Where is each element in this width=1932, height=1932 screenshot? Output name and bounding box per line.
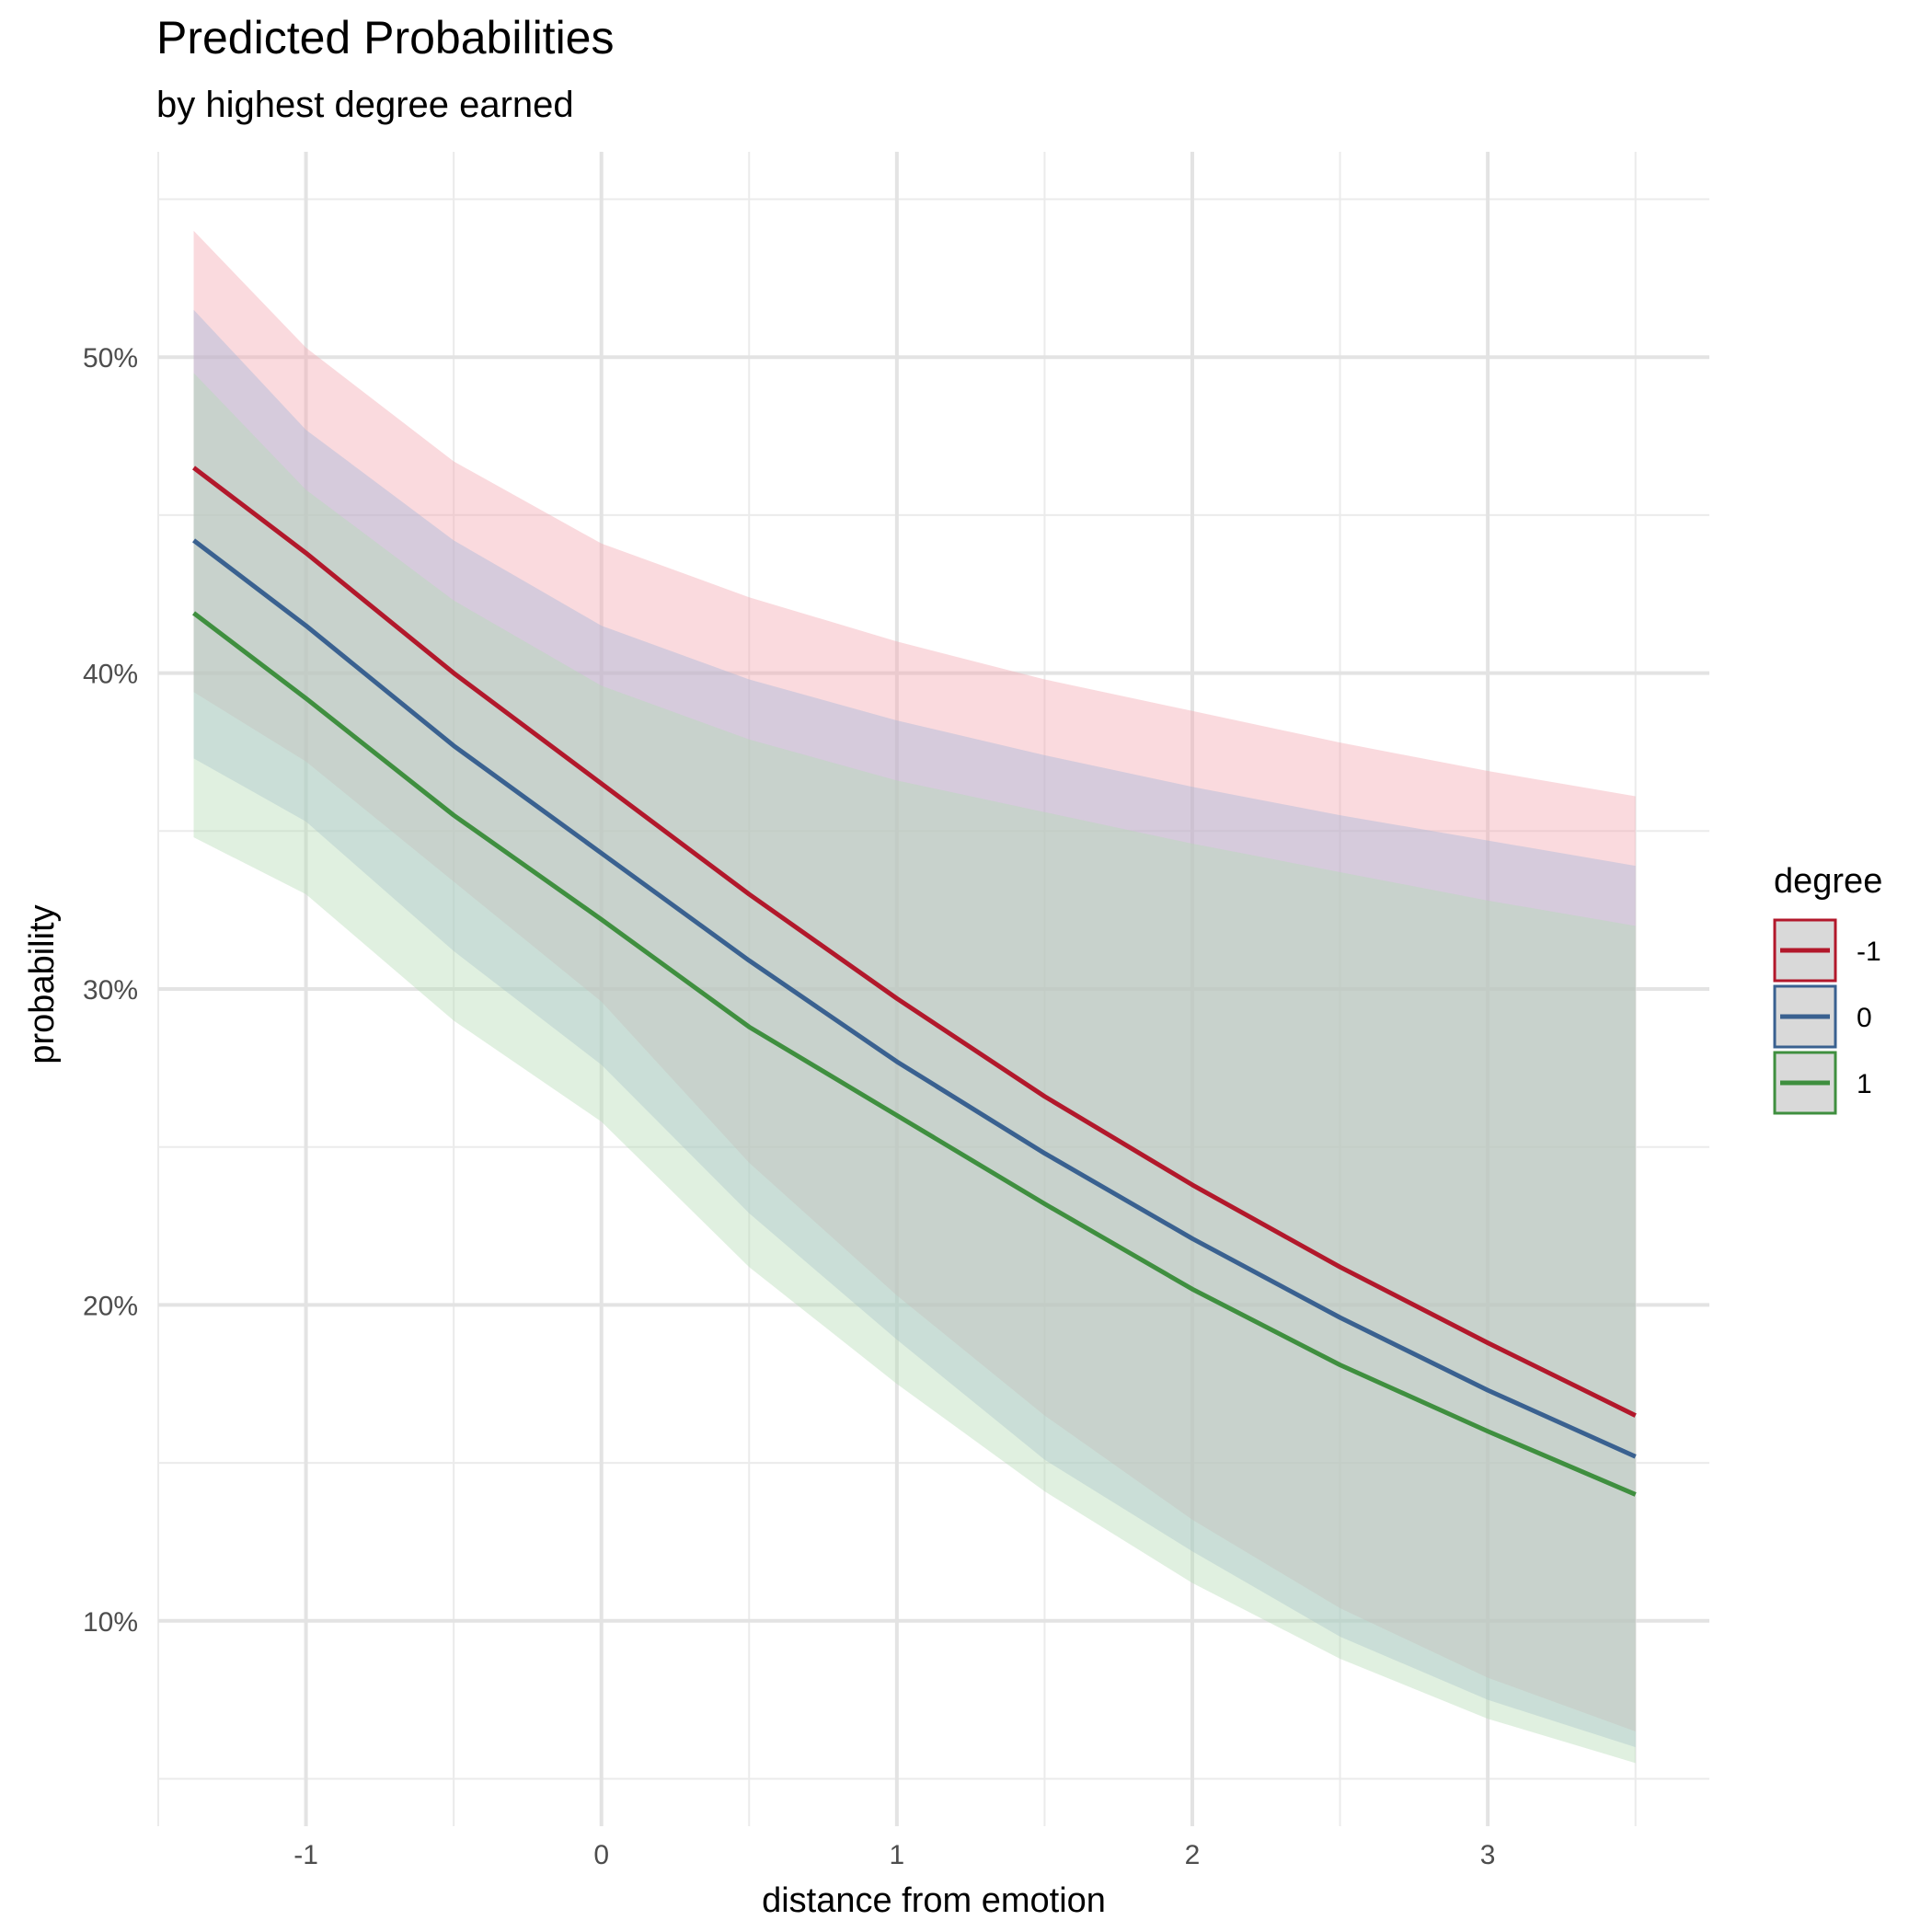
x-tick-label: -1 — [293, 1840, 318, 1870]
ribbon-degree-1 — [193, 373, 1636, 1764]
line-degree-1 — [192, 611, 1637, 1497]
y-tick-label: 40% — [83, 660, 138, 690]
y-tick-label: 10% — [83, 1607, 138, 1638]
x-tick-label: 3 — [1480, 1840, 1496, 1870]
ribbon-degree-0 — [193, 309, 1636, 1748]
legend-label: -1 — [1857, 937, 1881, 967]
x-axis-title: distance from emotion — [762, 1881, 1106, 1920]
chart-subtitle: by highest degree earned — [156, 85, 574, 125]
legend-label: 0 — [1857, 1003, 1872, 1033]
x-tick-label: 1 — [890, 1840, 905, 1870]
x-axis-tick-labels: -1 0 1 2 3 — [293, 1840, 1495, 1870]
legend-item-degree-0: 0 — [1773, 984, 1872, 1049]
major-gridlines — [158, 152, 1709, 1826]
y-tick-label: 50% — [83, 343, 138, 374]
ribbon-degree--1 — [193, 230, 1636, 1731]
line-degree--1 — [192, 466, 1637, 1418]
y-tick-label: 20% — [83, 1291, 138, 1321]
line-degree-0 — [192, 538, 1637, 1459]
x-tick-label: 2 — [1185, 1840, 1201, 1870]
y-axis-tick-labels: 10% 20% 30% 40% 50% — [83, 343, 138, 1638]
y-tick-label: 30% — [83, 975, 138, 1006]
legend-item-degree--1: -1 — [1773, 918, 1881, 983]
legend-item-degree-1: 1 — [1773, 1051, 1872, 1115]
series-lines — [192, 466, 1637, 1497]
legend-label: 1 — [1857, 1069, 1872, 1099]
legend-title: degree — [1774, 862, 1882, 901]
x-tick-label: 0 — [593, 1840, 609, 1870]
y-axis-title: probability — [23, 904, 62, 1064]
confidence-bands — [193, 230, 1636, 1764]
legend: degree -1 0 1 — [1773, 862, 1882, 1115]
chart-title: Predicted Probabilities — [156, 12, 615, 63]
